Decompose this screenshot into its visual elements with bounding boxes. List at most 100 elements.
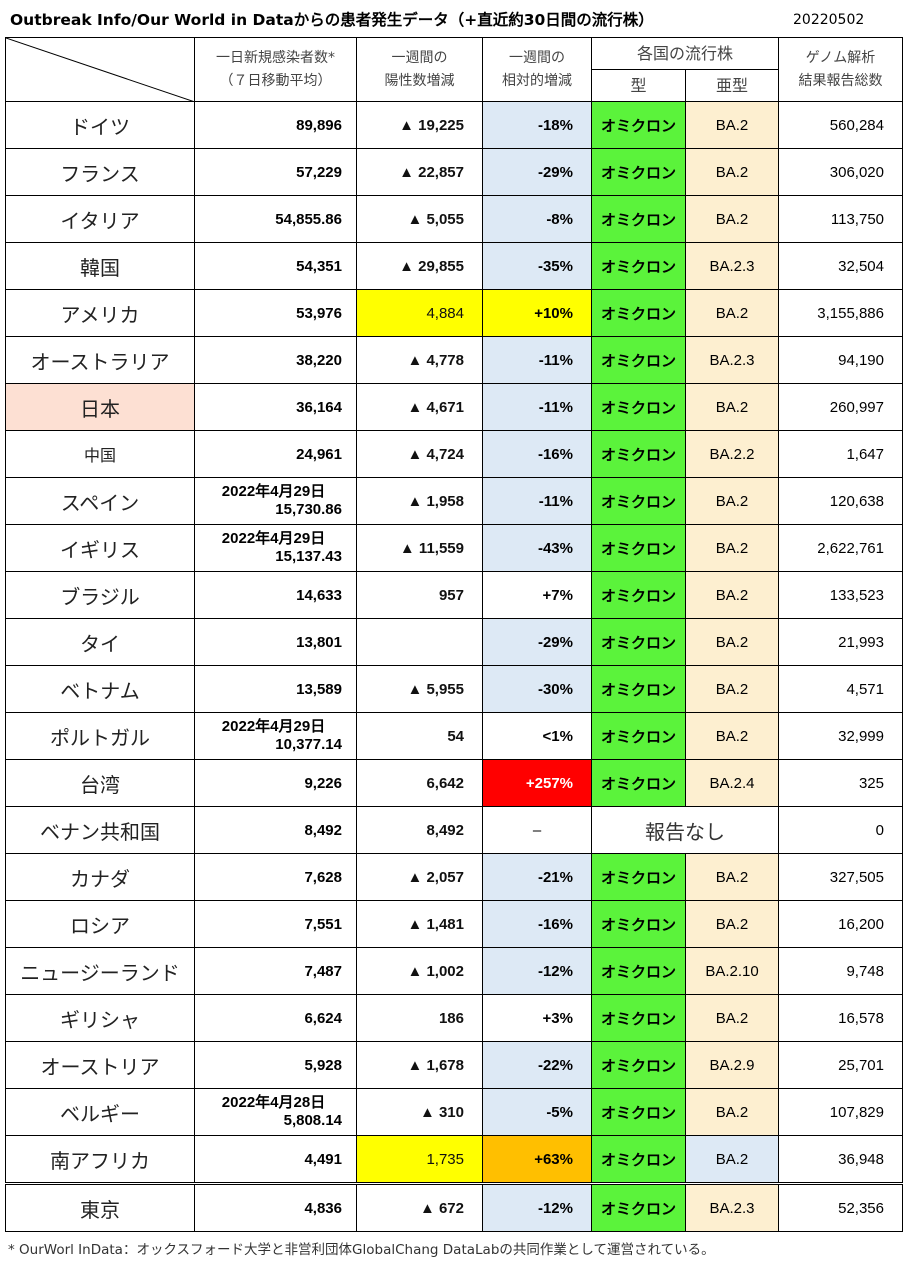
strain-subtype-cell: BA.2 bbox=[685, 101, 779, 149]
header-genome-line2: 結果報告総数 bbox=[798, 72, 883, 89]
genome-total-cell: 327,505 bbox=[778, 853, 903, 901]
genome-total-cell: 32,999 bbox=[778, 712, 903, 760]
daily-cases-cell: 9,226 bbox=[194, 759, 357, 807]
relative-change-cell: -12% bbox=[482, 1182, 592, 1232]
weekly-change-cell: 1,735 bbox=[356, 1135, 483, 1184]
relative-change-cell: +257% bbox=[482, 759, 592, 807]
country-cell: ベルギー bbox=[5, 1088, 195, 1136]
genome-total-cell: 4,571 bbox=[778, 665, 903, 713]
genome-total-cell: 32,504 bbox=[778, 242, 903, 290]
genome-total-cell: 560,284 bbox=[778, 101, 903, 149]
header-row-1: 一日新規感染者数* （７日移動平均） 一週間の 陽性数増減 一週間の 相対的増減… bbox=[5, 37, 903, 102]
strain-type-cell: オミクロン bbox=[591, 383, 686, 431]
relative-change-cell: -12% bbox=[482, 947, 592, 995]
country-cell: ニュージーランド bbox=[5, 947, 195, 995]
header-strains: 各国の流行株 bbox=[591, 37, 779, 70]
relative-change-cell: +63% bbox=[482, 1135, 592, 1184]
weekly-change-cell: ▲ 11,559 bbox=[356, 524, 483, 572]
weekly-change-cell bbox=[356, 618, 483, 666]
country-cell: 韓国 bbox=[5, 242, 195, 290]
table-row: 中国 24,961 ▲ 4,724 -16% オミクロン BA.2.2 1,647 bbox=[5, 430, 903, 478]
strain-type-cell: オミクロン bbox=[591, 1088, 686, 1136]
strain-subtype-cell: BA.2.9 bbox=[685, 1041, 779, 1089]
weekly-change-cell: ▲ 29,855 bbox=[356, 242, 483, 290]
strain-subtype-cell: BA.2.2 bbox=[685, 430, 779, 478]
strain-subtype-cell: BA.2 bbox=[685, 712, 779, 760]
genome-total-cell: 3,155,886 bbox=[778, 289, 903, 337]
weekly-change-cell: 8,492 bbox=[356, 806, 483, 854]
relative-change-cell: -21% bbox=[482, 853, 592, 901]
strain-subtype-cell: BA.2 bbox=[685, 900, 779, 948]
strain-subtype-cell: BA.2 bbox=[685, 195, 779, 243]
genome-total-cell: 16,578 bbox=[778, 994, 903, 1042]
strain-type-cell: オミクロン bbox=[591, 853, 686, 901]
daily-cases-cell: 13,589 bbox=[194, 665, 357, 713]
country-cell: 台湾 bbox=[5, 759, 195, 807]
relative-change-cell: -11% bbox=[482, 477, 592, 525]
strain-subtype-cell: BA.2.4 bbox=[685, 759, 779, 807]
weekly-change-cell: ▲ 672 bbox=[356, 1182, 483, 1232]
country-cell: ベナン共和国 bbox=[5, 806, 195, 854]
strain-type-cell: オミクロン bbox=[591, 148, 686, 196]
daily-cases-cell: 53,976 bbox=[194, 289, 357, 337]
page-title: Outbreak Info/Our World in Dataからの患者発生デー… bbox=[10, 11, 654, 29]
relative-change-cell: <1% bbox=[482, 712, 592, 760]
weekly-change-cell: ▲ 5,955 bbox=[356, 665, 483, 713]
daily-cases-value: 15,137.43 bbox=[275, 548, 342, 565]
country-cell: イタリア bbox=[5, 195, 195, 243]
strain-subtype-cell: BA.2.3 bbox=[685, 1182, 779, 1232]
header-subtype: 亜型 bbox=[685, 69, 779, 102]
header-relative-change: 一週間の 相対的増減 bbox=[482, 37, 592, 102]
daily-cases-date: 2022年4月29日 bbox=[221, 718, 326, 735]
genome-total-cell: 260,997 bbox=[778, 383, 903, 431]
country-cell: ポルトガル bbox=[5, 712, 195, 760]
weekly-change-cell: ▲ 1,481 bbox=[356, 900, 483, 948]
strain-subtype-cell: BA.2 bbox=[685, 383, 779, 431]
relative-change-cell: -22% bbox=[482, 1041, 592, 1089]
header-relative-line2: 相対的増減 bbox=[502, 72, 572, 89]
weekly-change-cell: ▲ 310 bbox=[356, 1088, 483, 1136]
daily-cases-cell: 7,487 bbox=[194, 947, 357, 995]
header-row-2: 型 亜型 bbox=[6, 69, 903, 102]
weekly-change-cell: 6,642 bbox=[356, 759, 483, 807]
genome-total-cell: 25,701 bbox=[778, 1041, 903, 1089]
table-row: 台湾 9,226 6,642 +257% オミクロン BA.2.4 325 bbox=[5, 759, 903, 807]
relative-change-cell: – bbox=[482, 806, 592, 854]
table-row: ブラジル 14,633 957 +7% オミクロン BA.2 133,523 bbox=[5, 571, 903, 619]
country-cell: 東京 bbox=[5, 1182, 195, 1232]
header-daily-line1: 一日新規感染者数* bbox=[216, 49, 335, 66]
daily-cases-cell: 7,628 bbox=[194, 853, 357, 901]
header-corner-cell bbox=[5, 37, 195, 102]
strain-subtype-cell: BA.2 bbox=[685, 1135, 779, 1184]
daily-cases-value: 15,730.86 bbox=[275, 501, 342, 518]
strain-type-cell: オミクロン bbox=[591, 900, 686, 948]
header-genome-total: ゲノム解析 結果報告総数 bbox=[778, 37, 903, 102]
weekly-change-cell: ▲ 1,958 bbox=[356, 477, 483, 525]
weekly-change-cell: 4,884 bbox=[356, 289, 483, 337]
table-row: 日本 36,164 ▲ 4,671 -11% オミクロン BA.2 260,997 bbox=[5, 383, 903, 431]
strain-type-cell: オミクロン bbox=[591, 336, 686, 384]
genome-total-cell: 36,948 bbox=[778, 1135, 903, 1184]
daily-cases-cell: 2022年4月29日 15,730.86 bbox=[194, 477, 357, 525]
genome-total-cell: 16,200 bbox=[778, 900, 903, 948]
table-row: ベルギー 2022年4月28日 5,808.14 ▲ 310 -5% オミクロン BA.2 1… bbox=[5, 1088, 903, 1136]
country-cell: イギリス bbox=[5, 524, 195, 572]
genome-total-cell: 2,622,761 bbox=[778, 524, 903, 572]
table-row: オーストリア 5,928 ▲ 1,678 -22% オミクロン BA.2.9 25,701 bbox=[5, 1041, 903, 1089]
diagonal-line bbox=[6, 38, 193, 101]
strain-type-cell: オミクロン bbox=[591, 947, 686, 995]
strain-type-cell: オミクロン bbox=[591, 1135, 686, 1184]
table-row: ベナン共和国 8,492 8,492– 報告なし 0 bbox=[5, 806, 903, 854]
table-row: 東京 4,836 ▲ 672 -12% オミクロン BA.2.3 52,356 bbox=[5, 1182, 903, 1232]
outbreak-table: 一日新規感染者数* （７日移動平均） 一週間の 陽性数増減 一週間の 相対的増減… bbox=[5, 37, 903, 1232]
daily-cases-cell: 54,855.86 bbox=[194, 195, 357, 243]
genome-total-cell: 1,647 bbox=[778, 430, 903, 478]
genome-total-cell: 133,523 bbox=[778, 571, 903, 619]
strain-type-cell: オミクロン bbox=[591, 477, 686, 525]
header-relative-line1: 一週間の bbox=[509, 49, 565, 66]
strain-subtype-cell: BA.2 bbox=[685, 148, 779, 196]
genome-total-cell: 107,829 bbox=[778, 1088, 903, 1136]
relative-change-cell: -8% bbox=[482, 195, 592, 243]
genome-total-cell: 0 bbox=[778, 806, 903, 854]
weekly-change-cell: ▲ 4,671 bbox=[356, 383, 483, 431]
